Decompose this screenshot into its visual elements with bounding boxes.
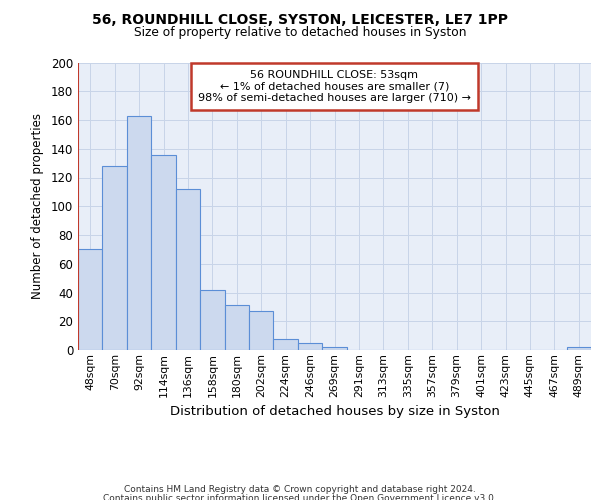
Bar <box>249 311 274 350</box>
Bar <box>78 250 103 350</box>
Bar <box>176 189 200 350</box>
Bar <box>274 338 298 350</box>
Bar <box>566 347 591 350</box>
Bar <box>151 154 176 350</box>
Bar <box>200 290 224 350</box>
X-axis label: Distribution of detached houses by size in Syston: Distribution of detached houses by size … <box>170 405 499 418</box>
Text: Contains HM Land Registry data © Crown copyright and database right 2024.: Contains HM Land Registry data © Crown c… <box>124 485 476 494</box>
Text: Size of property relative to detached houses in Syston: Size of property relative to detached ho… <box>134 26 466 39</box>
Text: 56 ROUNDHILL CLOSE: 53sqm
← 1% of detached houses are smaller (7)
98% of semi-de: 56 ROUNDHILL CLOSE: 53sqm ← 1% of detach… <box>198 70 471 103</box>
Text: 56, ROUNDHILL CLOSE, SYSTON, LEICESTER, LE7 1PP: 56, ROUNDHILL CLOSE, SYSTON, LEICESTER, … <box>92 12 508 26</box>
Y-axis label: Number of detached properties: Number of detached properties <box>31 114 44 299</box>
Bar <box>127 116 151 350</box>
Bar <box>103 166 127 350</box>
Bar <box>224 306 249 350</box>
Bar <box>298 343 322 350</box>
Text: Contains public sector information licensed under the Open Government Licence v3: Contains public sector information licen… <box>103 494 497 500</box>
Bar <box>322 347 347 350</box>
